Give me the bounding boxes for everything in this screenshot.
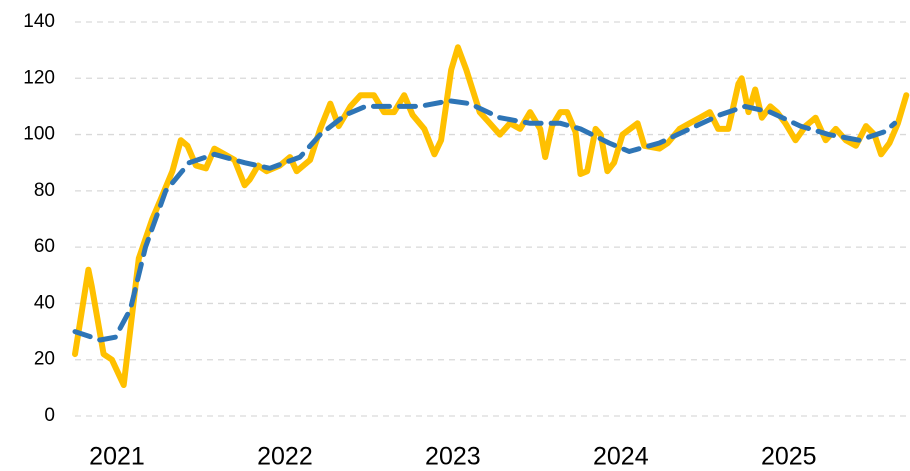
- y-tick-label: 60: [34, 236, 55, 257]
- x-tick-label: 2022: [257, 443, 313, 471]
- x-tick-label: 2023: [425, 443, 481, 471]
- x-tick-label: 2021: [89, 443, 145, 471]
- y-tick-label: 80: [34, 180, 55, 201]
- x-tick-label: 2025: [761, 443, 817, 471]
- y-tick-label: 120: [23, 67, 55, 88]
- series-line: [72, 44, 910, 388]
- x-tick-label: 2024: [593, 443, 649, 471]
- y-tick-label: 0: [44, 405, 55, 426]
- y-tick-label: 140: [23, 11, 55, 32]
- y-tick-label: 100: [23, 124, 55, 145]
- y-tick-label: 20: [34, 349, 55, 370]
- series-line: [72, 98, 898, 343]
- y-tick-label: 40: [34, 292, 55, 313]
